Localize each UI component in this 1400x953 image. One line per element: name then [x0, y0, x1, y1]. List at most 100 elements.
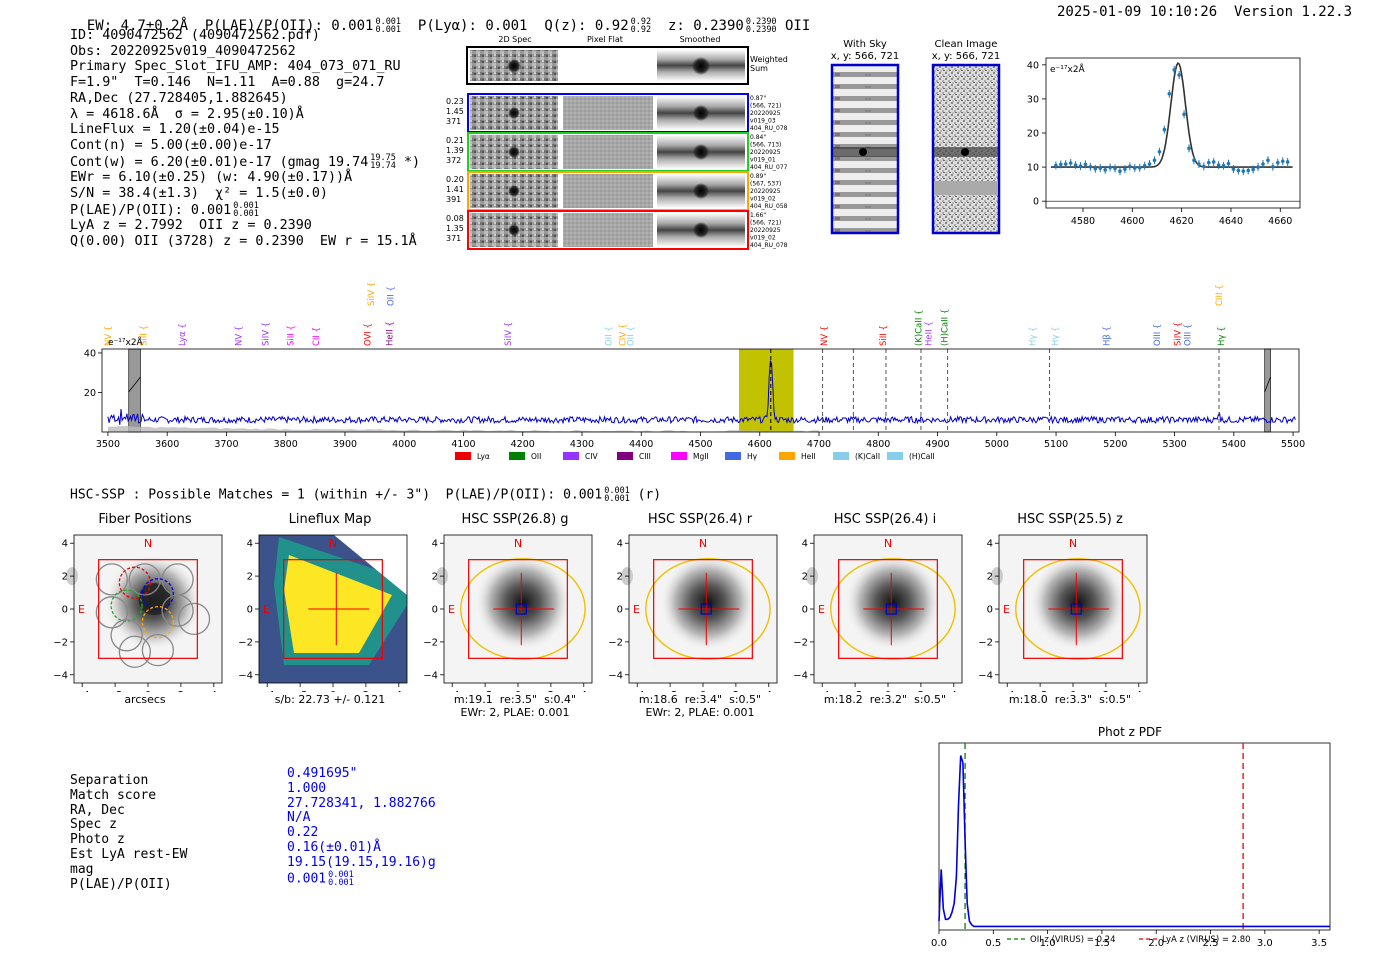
lineflux-blank — [334, 535, 407, 595]
panel-ytick-label: 4 — [987, 539, 993, 550]
masked-region-hatch — [1264, 376, 1271, 393]
panel-ytick-label: 0 — [62, 605, 68, 616]
panel-xtick-label: 2 — [918, 690, 924, 692]
match-label-4: Photo z — [70, 832, 125, 848]
panel-title: Fiber Positions — [98, 512, 192, 527]
photz-xtick-label: 3.0 — [1257, 938, 1273, 949]
center-marker — [515, 603, 527, 615]
panel-xtick-label: −2 — [663, 690, 678, 692]
panel-ytick-label: −2 — [53, 637, 68, 648]
panel-caption: m:18.0 re:3.3" s:0.5" — [1008, 693, 1132, 706]
panel-ytick-label: 0 — [617, 605, 623, 616]
panel-title: Lineflux Map — [288, 512, 372, 527]
hsc-summary: HSC-SSP : Possible Matches = 1 (within +… — [70, 487, 661, 504]
fit-data-point — [1211, 160, 1216, 164]
cutout-right-value: 0.87" — [750, 95, 766, 102]
spectrum-line-label: SiII { — [286, 325, 296, 346]
panel-image: N E −4 −4 −2 −2 0 0 2 2 4 4 — [978, 534, 1148, 701]
compass-north: N — [884, 537, 892, 550]
panel-xtick-label: −4 — [1000, 690, 1015, 692]
header-qz-hi: 0.92 — [630, 17, 652, 27]
fit-units-label: e⁻¹⁷x2Å — [1050, 63, 1086, 75]
panel-ytick-label: −2 — [793, 637, 808, 648]
legend-swatch — [887, 452, 903, 460]
panel-xtick-label: 0 — [1070, 690, 1076, 692]
fit-data-point — [1063, 162, 1068, 166]
photz-xtick-label: 1.0 — [1040, 938, 1056, 949]
legend-label: OII — [531, 452, 541, 461]
cutout-header-2d: 2D Spec — [498, 35, 531, 44]
fit-data-point — [1152, 158, 1157, 163]
info-lya: LyA z = 2.7992 OII z = 0.2390 — [70, 218, 312, 234]
fit-data-point — [1187, 146, 1191, 151]
match-label-0: Separation — [70, 773, 149, 788]
fit-data-point — [1083, 162, 1088, 167]
search-box — [653, 559, 753, 659]
cutout-right-value: 20220925 — [750, 149, 781, 156]
photz-xtick-label: 3.5 — [1311, 938, 1327, 949]
panel-ytick-label: 4 — [802, 539, 808, 550]
compass-north: N — [699, 537, 707, 550]
info-contw-text: Cont(w) = 6.20(±0.01)e-17 (gmag 19.74 — [70, 154, 369, 170]
fit-data-point — [1118, 169, 1122, 173]
cutout-flat-image — [563, 135, 653, 169]
fiber-circle — [110, 619, 143, 652]
spectrum-line-labels: NV {SiII {Lyα {NV {SiIV {SiII {CII {OVI … — [104, 282, 1227, 346]
aperture-ellipse — [1015, 557, 1141, 661]
panel-ytick-label: 2 — [987, 572, 993, 583]
fiber-circle — [95, 563, 128, 596]
compass-east: E — [263, 603, 270, 616]
spectrum-xtick-label: 5100 — [1044, 439, 1068, 450]
spectrum-line-label: SiIV { — [262, 322, 272, 346]
panel-image: N E −4 −4 −2 −2 0 0 2 2 4 4 — [238, 534, 408, 701]
spectrum-xtick-label: 4200 — [511, 439, 535, 450]
cutout-right-value: 404_RU_058 — [750, 203, 788, 210]
info-contn: Cont(n) = 5.00(±0.00)e-17 — [70, 137, 272, 153]
clean-image-coords: x, y: 566, 721 — [932, 51, 1001, 62]
panel-ytick-label: −2 — [423, 637, 438, 648]
panel-xtick-label: 0 — [515, 690, 521, 692]
panel-xtick-label: −4 — [75, 690, 90, 692]
spectrum-xtick-label: 4800 — [866, 439, 890, 450]
panel-image: N E −4 −4 −2 −2 0 0 2 2 4 4 — [53, 534, 223, 701]
fit-data-point — [1202, 164, 1206, 169]
cutout-left-value: 372 — [446, 156, 461, 165]
info-ewr: EWr = 6.10(±0.25) (w: 4.90(±0.17))Å — [70, 170, 353, 186]
panel-xtick-label: 0 — [330, 690, 336, 692]
spectrum-xtick-label: 3800 — [274, 439, 298, 450]
fiber-source — [138, 583, 171, 616]
fit-xtick-label: 4580 — [1071, 216, 1095, 227]
panel-ytick-label: 4 — [432, 539, 438, 550]
fit-data-point — [1108, 165, 1112, 170]
cutout-right-value: 404_RU_077 — [750, 164, 788, 171]
spectrum-line-label: CIV { — [618, 324, 628, 346]
spectrum-xtick-label: 5200 — [1103, 439, 1127, 450]
match-label-2: RA, Dec — [70, 802, 125, 818]
cutout-smoothed-source — [693, 105, 709, 121]
clean-image-title: Clean Image — [935, 39, 998, 50]
panel-ytick-label: 2 — [247, 572, 253, 583]
photz-legend-label: LyA z (VIRUS) = 2.80 — [1162, 935, 1251, 945]
spectrum-xtick-label: 3500 — [96, 439, 120, 450]
panel-xtick-label: 2 — [363, 690, 369, 692]
panel-image: N E −4 −4 −2 −2 0 0 2 2 4 4 — [793, 534, 963, 701]
spectrum-line-label: OII { — [627, 326, 637, 346]
fit-ytick-label: 30 — [1027, 94, 1039, 105]
panel-xtick-label: 4 — [581, 690, 587, 692]
match-labels: Separation Match score RA, Dec Spec z Ph… — [70, 773, 187, 892]
galaxy-image — [474, 554, 571, 651]
info-lineflux: LineFlux = 1.20(±0.04)e-15 — [70, 122, 280, 138]
panel-ytick-label: 4 — [247, 539, 253, 550]
panel-xtick-label: −4 — [815, 690, 830, 692]
info-lambda: λ = 4618.6Å σ = 2.95(±0.10)Å — [70, 106, 304, 122]
panel-caption: m:18.2 re:3.2" s:0.5" — [823, 693, 947, 706]
cutout-flat-image — [563, 96, 653, 130]
galaxy-image — [844, 554, 941, 651]
photz-legend-label: OII z (VIRUS) = 0.24 — [1030, 935, 1116, 945]
panel-ytick-label: 4 — [617, 539, 623, 550]
cutout-2d-source — [508, 146, 520, 158]
cutout-right-value: 404_RU_078 — [750, 125, 788, 132]
fit-data-points — [1054, 65, 1290, 176]
cutout-row-frame — [467, 210, 749, 250]
fit-axes: 4580 4600 4620 4640 4660 0 10 20 30 40 — [1027, 60, 1300, 227]
